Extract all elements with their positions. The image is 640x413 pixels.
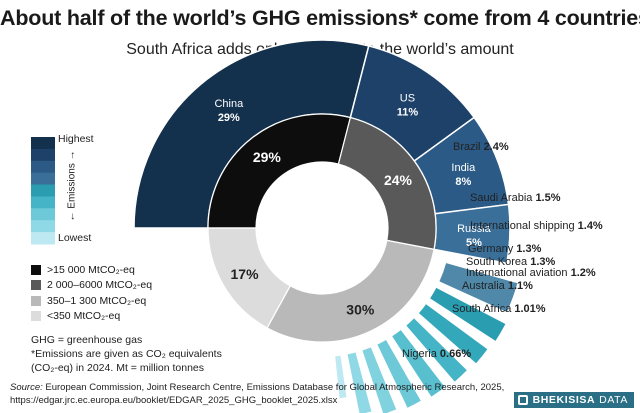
source-note: Source: European Commission, Joint Resea… <box>10 381 504 407</box>
chart-title: About half of the world’s GHG emissions*… <box>0 6 640 30</box>
scale-axis-text: Emissions <box>66 163 78 209</box>
segment-name: Russia <box>457 223 492 235</box>
scale-swatch <box>31 232 55 245</box>
inner-slice-label: 24% <box>384 172 413 188</box>
legend-item: <350 MtCO₂-eq <box>31 309 152 325</box>
segment-value: 29% <box>218 112 240 124</box>
legend-item: 350–1 300 MtCO₂-eq <box>31 293 152 309</box>
outer-ring <box>133 39 511 265</box>
legend-label: >15 000 MtCO₂-eq <box>47 263 135 276</box>
legend-item: >15 000 MtCO₂-eq <box>31 262 152 278</box>
note-line: *Emissions are given as CO₂ equivalents <box>31 348 222 360</box>
callout-label-brazil: Brazil 2.4% <box>453 141 509 153</box>
scale-lowest-label: Lowest <box>58 232 92 244</box>
source-url: https://edgar.jrc.ec.europa.eu/booklet/E… <box>10 395 338 406</box>
legend-swatch <box>31 295 41 306</box>
callout-label-australia: Australia 1.1% <box>462 280 533 292</box>
callout-wedge-germany <box>406 318 467 382</box>
scale-swatch <box>31 184 55 197</box>
segment-value: 11% <box>397 106 419 118</box>
legend-swatch <box>31 264 41 275</box>
segment-value: 5% <box>466 237 482 249</box>
notes: GHG = greenhouse gas *Emissions are give… <box>31 333 222 375</box>
inner-ring <box>207 113 437 343</box>
callout-wedge-brazil <box>439 263 518 312</box>
note-line: (CO₂-eq) in 2024. Mt = million tonnes <box>31 362 205 374</box>
scale-highest-label: Highest <box>58 133 94 145</box>
inner-slice-label: 17% <box>231 266 260 282</box>
segment-value: 8% <box>455 176 471 188</box>
callout-wedge-international-aviation <box>377 339 421 408</box>
scale-swatch <box>31 172 55 186</box>
callout-wedge-south-africa <box>347 352 372 413</box>
scale-axis-label: ← Emissions → <box>66 150 78 222</box>
scale-arrow-up-icon: → <box>66 150 78 161</box>
callout-label-international-shipping: International shipping 1.4% <box>470 220 603 232</box>
legend-swatch <box>31 280 41 291</box>
callout-wedges <box>335 263 518 413</box>
legend-label: 350–1 300 MtCO₂-eq <box>47 294 147 307</box>
note-line: GHG = greenhouse gas <box>31 334 143 346</box>
inner-slice-17 <box>207 227 292 329</box>
callout-label-saudi-arabia: Saudi Arabia 1.5% <box>470 192 561 204</box>
inner-slice-label: 29% <box>253 149 282 165</box>
legend-item: 2 000–6000 MtCO₂-eq <box>31 278 152 294</box>
callout-label-international-aviation: International aviation 1.2% <box>466 267 596 279</box>
inner-slice-label: 30% <box>346 301 375 317</box>
inner-slice-29 <box>207 113 352 229</box>
inner-slice-30 <box>266 239 435 343</box>
scale-swatch <box>31 148 55 162</box>
brand-mark-icon <box>517 395 528 405</box>
callout-wedge-south-korea <box>392 330 445 397</box>
callout-label-south-africa: South Africa 1.01% <box>452 303 546 315</box>
scale-arrow-down-icon: ← <box>66 211 78 222</box>
legend-swatch <box>31 311 41 322</box>
source-text: European Commission, Joint Research Cent… <box>42 382 505 393</box>
emissions-color-scale <box>31 137 55 245</box>
segment-name: US <box>400 92 415 104</box>
callout-wedge-saudi-arabia <box>430 287 506 341</box>
segment-name: India <box>451 162 476 174</box>
callout-wedge-nigeria <box>335 355 347 399</box>
brand-logo: BHEKISISA DATA <box>513 392 634 408</box>
brand-suffix: DATA <box>599 394 628 406</box>
scale-swatch <box>31 137 55 150</box>
scale-swatch <box>31 220 55 233</box>
callout-wedge-australia <box>362 347 397 413</box>
scale-swatch <box>31 196 55 209</box>
scale-swatch <box>31 208 55 221</box>
callout-label-germany: Germany 1.3% <box>468 243 542 255</box>
legend-label: 2 000–6000 MtCO₂-eq <box>47 279 153 292</box>
brand-name: BHEKISISA <box>532 394 596 406</box>
scale-swatch <box>31 160 55 174</box>
legend: >15 000 MtCO₂-eq 2 000–6000 MtCO₂-eq 350… <box>31 262 152 324</box>
chart-labels: 29% 24% 30% 17% China 29% US 11% India 8% Russia 5%… <box>214 92 602 360</box>
legend-label: <350 MtCO₂-eq <box>47 310 121 323</box>
inner-slice-24 <box>337 116 437 251</box>
callout-label-nigeria: Nigeria 0.66% <box>402 348 471 360</box>
segment-name: China <box>214 98 244 110</box>
callout-wedge-international-shipping <box>418 304 488 364</box>
callout-label-south-korea: South Korea 1.3% <box>466 256 556 268</box>
source-prefix: Source: <box>10 382 43 393</box>
